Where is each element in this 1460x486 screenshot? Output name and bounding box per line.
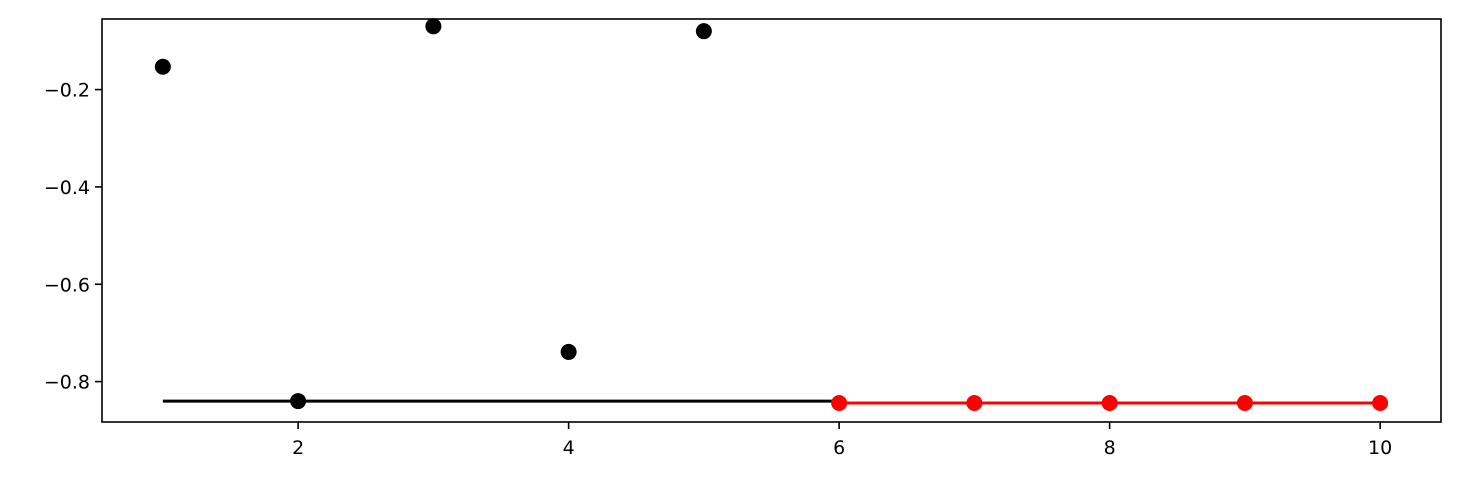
x-tick-label: 4 bbox=[563, 437, 575, 459]
plot-frame bbox=[101, 18, 1442, 423]
y-tick-label: −0.6 bbox=[44, 274, 90, 296]
x-tick-label: 6 bbox=[833, 437, 845, 459]
y-axis: −0.2 −0.4 −0.6 −0.8 bbox=[44, 80, 102, 394]
y-tick-label: −0.8 bbox=[44, 372, 90, 394]
data-point bbox=[966, 395, 983, 412]
x-axis: 2 4 6 8 10 bbox=[292, 422, 1392, 459]
data-point bbox=[154, 58, 171, 75]
x-tick-label: 10 bbox=[1368, 437, 1392, 459]
plot-layer bbox=[154, 18, 1389, 412]
data-point bbox=[695, 23, 712, 40]
data-point bbox=[1236, 395, 1253, 412]
x-tick-label: 2 bbox=[292, 437, 304, 459]
data-point bbox=[831, 395, 848, 412]
y-tick-label: −0.4 bbox=[44, 177, 90, 199]
data-point bbox=[560, 343, 577, 360]
y-tick-label: −0.2 bbox=[44, 80, 90, 102]
data-point bbox=[1372, 395, 1389, 412]
data-point bbox=[425, 18, 442, 35]
x-tick-label: 8 bbox=[1104, 437, 1116, 459]
data-point bbox=[1101, 395, 1118, 412]
